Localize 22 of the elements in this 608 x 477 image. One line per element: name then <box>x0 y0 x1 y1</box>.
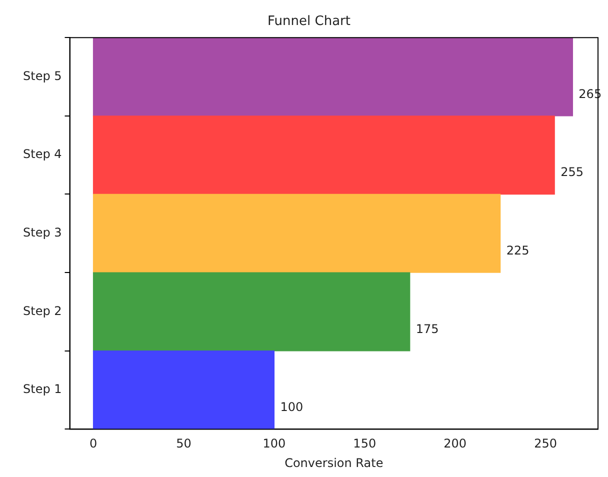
x-tick-label: 200 <box>444 436 467 451</box>
bar <box>92 116 555 195</box>
y-tick-label: Step 3 <box>22 226 62 240</box>
chart-title: Funnel Chart <box>268 14 350 30</box>
x-tick-label: 150 <box>353 436 376 451</box>
bar <box>92 194 501 273</box>
data-label: 100 <box>280 400 304 414</box>
y-tick-label: Step 1 <box>22 382 62 396</box>
data-label: 175 <box>416 322 439 336</box>
data-label: 255 <box>560 165 584 180</box>
x-tick-label: 100 <box>262 436 286 451</box>
bar <box>92 350 275 430</box>
data-label: 225 <box>506 244 530 258</box>
x-axis-title: Conversion Rate <box>284 456 384 470</box>
x-tick-label: 250 <box>534 436 557 451</box>
bar <box>92 272 410 352</box>
y-tick-label: Step 4 <box>22 147 62 162</box>
y-tick-label: Step 5 <box>22 68 62 83</box>
bar <box>92 38 574 116</box>
y-tick-label: Step 2 <box>22 304 62 318</box>
x-tick-label: 50 <box>176 436 192 451</box>
x-tick-label: 0 <box>89 436 98 451</box>
